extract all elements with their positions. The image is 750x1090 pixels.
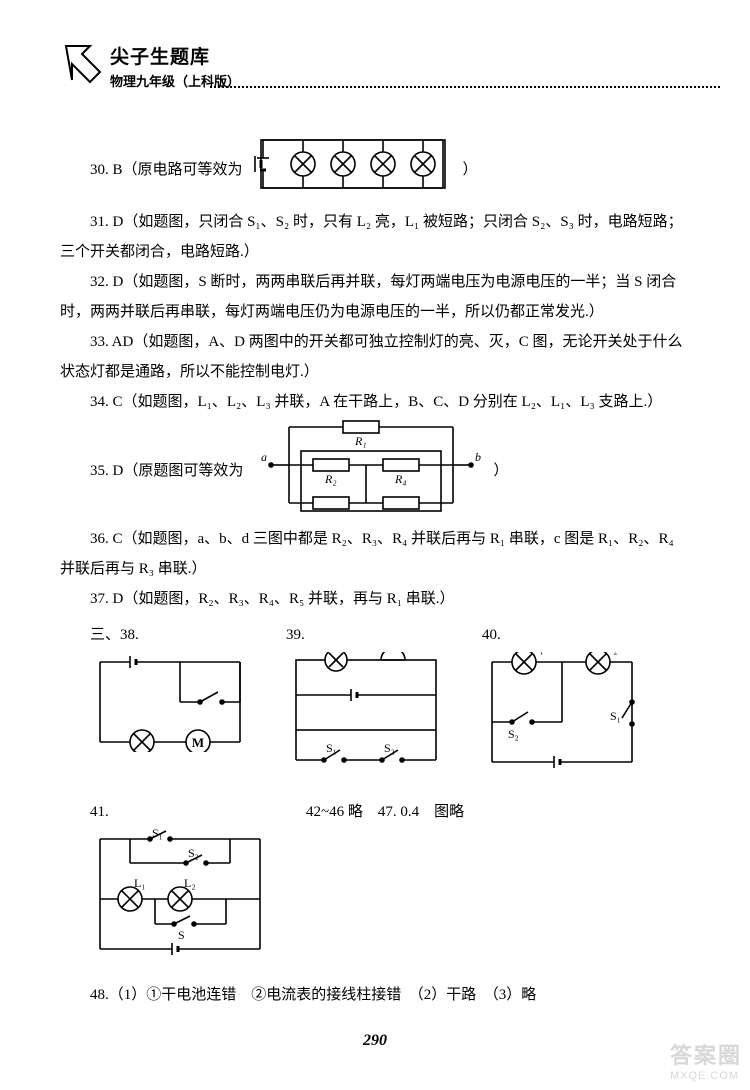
svg-text:L₂: L₂ <box>606 652 618 655</box>
item-35: 35. D（原题图可等效为 <box>60 417 690 524</box>
watermark-line1: 答案圈 <box>670 1038 742 1070</box>
item-37: 37. D（如题图，R₂、R₃、R₄、R₅ 并联，再与 R₁ 串联.） <box>60 584 690 614</box>
item-33: 33. AD（如题图，A、D 两图中的开关都可独立控制灯的亮、灭，C 图，无论开… <box>60 327 690 387</box>
item-30: 30. B（原电路可等效为 <box>60 132 690 207</box>
circuit-30-icon <box>243 132 463 207</box>
svg-text:L₁: L₁ <box>532 652 544 655</box>
item-39-label: 39. <box>286 620 305 650</box>
circuit-40-icon: L₁ L₂ S₂ S₁ <box>482 652 642 783</box>
figure-row-1: 三、38. <box>60 620 690 783</box>
svg-text:b: b <box>475 450 481 464</box>
svg-text:M: M <box>192 735 204 750</box>
svg-text:R₁: R₁ <box>354 434 367 448</box>
svg-text:S₂: S₂ <box>384 741 395 755</box>
circuit-35-icon: a b R₁ R₂ R₄ R₃ R₅ <box>243 417 493 524</box>
item-36: 36. C（如题图，a、b、d 三图中都是 R₂、R₃、R₄ 并联后再与 R₁ … <box>60 524 690 584</box>
item-48: 48.（1）①干电池连错 ②电流表的接线柱接错 （2）干路 （3）略 <box>60 980 690 1010</box>
svg-text:S: S <box>178 928 185 942</box>
item-31: 31. D（如题图，只闭合 S₁、S₂ 时，只有 L₂ 亮，L₁ 被短路；只闭合… <box>60 207 690 267</box>
item-34: 34. C（如题图，L₁、L₂、L₃ 并联，A 在干路上，B、C、D 分别在 L… <box>60 387 690 417</box>
figure-row-2: 41. <box>60 797 690 970</box>
item-40: 40. <box>482 620 642 783</box>
svg-text:L₂: L₂ <box>184 876 196 890</box>
page-number: 290 <box>60 1032 690 1050</box>
item-35-lead: 35. D（原题图可等效为 <box>60 456 243 486</box>
item-32: 32. D（如题图，S 断时，两两串联后再并联，每灯两端电压为电源电压的一半；当… <box>60 267 690 327</box>
svg-text:S₁: S₁ <box>610 709 621 723</box>
svg-text:L₁: L₁ <box>134 876 146 890</box>
svg-text:R₃: R₃ <box>324 510 337 513</box>
svg-text:S₁: S₁ <box>326 741 337 755</box>
watermark: 答案圈 MXQE.COM <box>670 1038 742 1082</box>
book-title: 尖子生题库 <box>110 42 240 69</box>
svg-text:a: a <box>261 450 267 464</box>
item-38-label: 三、38. <box>90 620 139 650</box>
item-39: 39. <box>286 620 446 783</box>
item-42-47: 42~46 略 47. 0.4 图略 <box>306 797 464 829</box>
item-30-lead: 30. B（原电路可等效为 <box>60 155 243 185</box>
item-38: 三、38. <box>90 620 250 763</box>
item-41: 41. <box>90 797 270 970</box>
content-area: 30. B（原电路可等效为 <box>60 132 690 1010</box>
circuit-39-icon: S₁ S₂ <box>286 652 446 783</box>
svg-text:S₁: S₁ <box>152 829 163 840</box>
svg-text:S₂: S₂ <box>508 727 519 741</box>
item-42-47-text: 42~46 略 47. 0.4 图略 <box>306 797 464 827</box>
item-35-trail: ） <box>493 456 508 486</box>
svg-text:R₄: R₄ <box>394 472 407 486</box>
item-40-label: 40. <box>482 620 501 650</box>
svg-text:S₂: S₂ <box>188 846 199 860</box>
arrow-up-left-icon <box>60 40 102 94</box>
item-41-label: 41. <box>90 797 109 827</box>
svg-text:R₂: R₂ <box>324 472 337 486</box>
circuit-41-icon: S₁ S₂ L₁ L₂ S <box>90 829 270 970</box>
svg-text:R₅: R₅ <box>394 510 407 513</box>
item-30-trail: ） <box>463 155 478 185</box>
header-dotline <box>210 86 720 88</box>
watermark-line2: MXQE.COM <box>670 1070 742 1082</box>
circuit-38-icon: M <box>90 652 250 763</box>
